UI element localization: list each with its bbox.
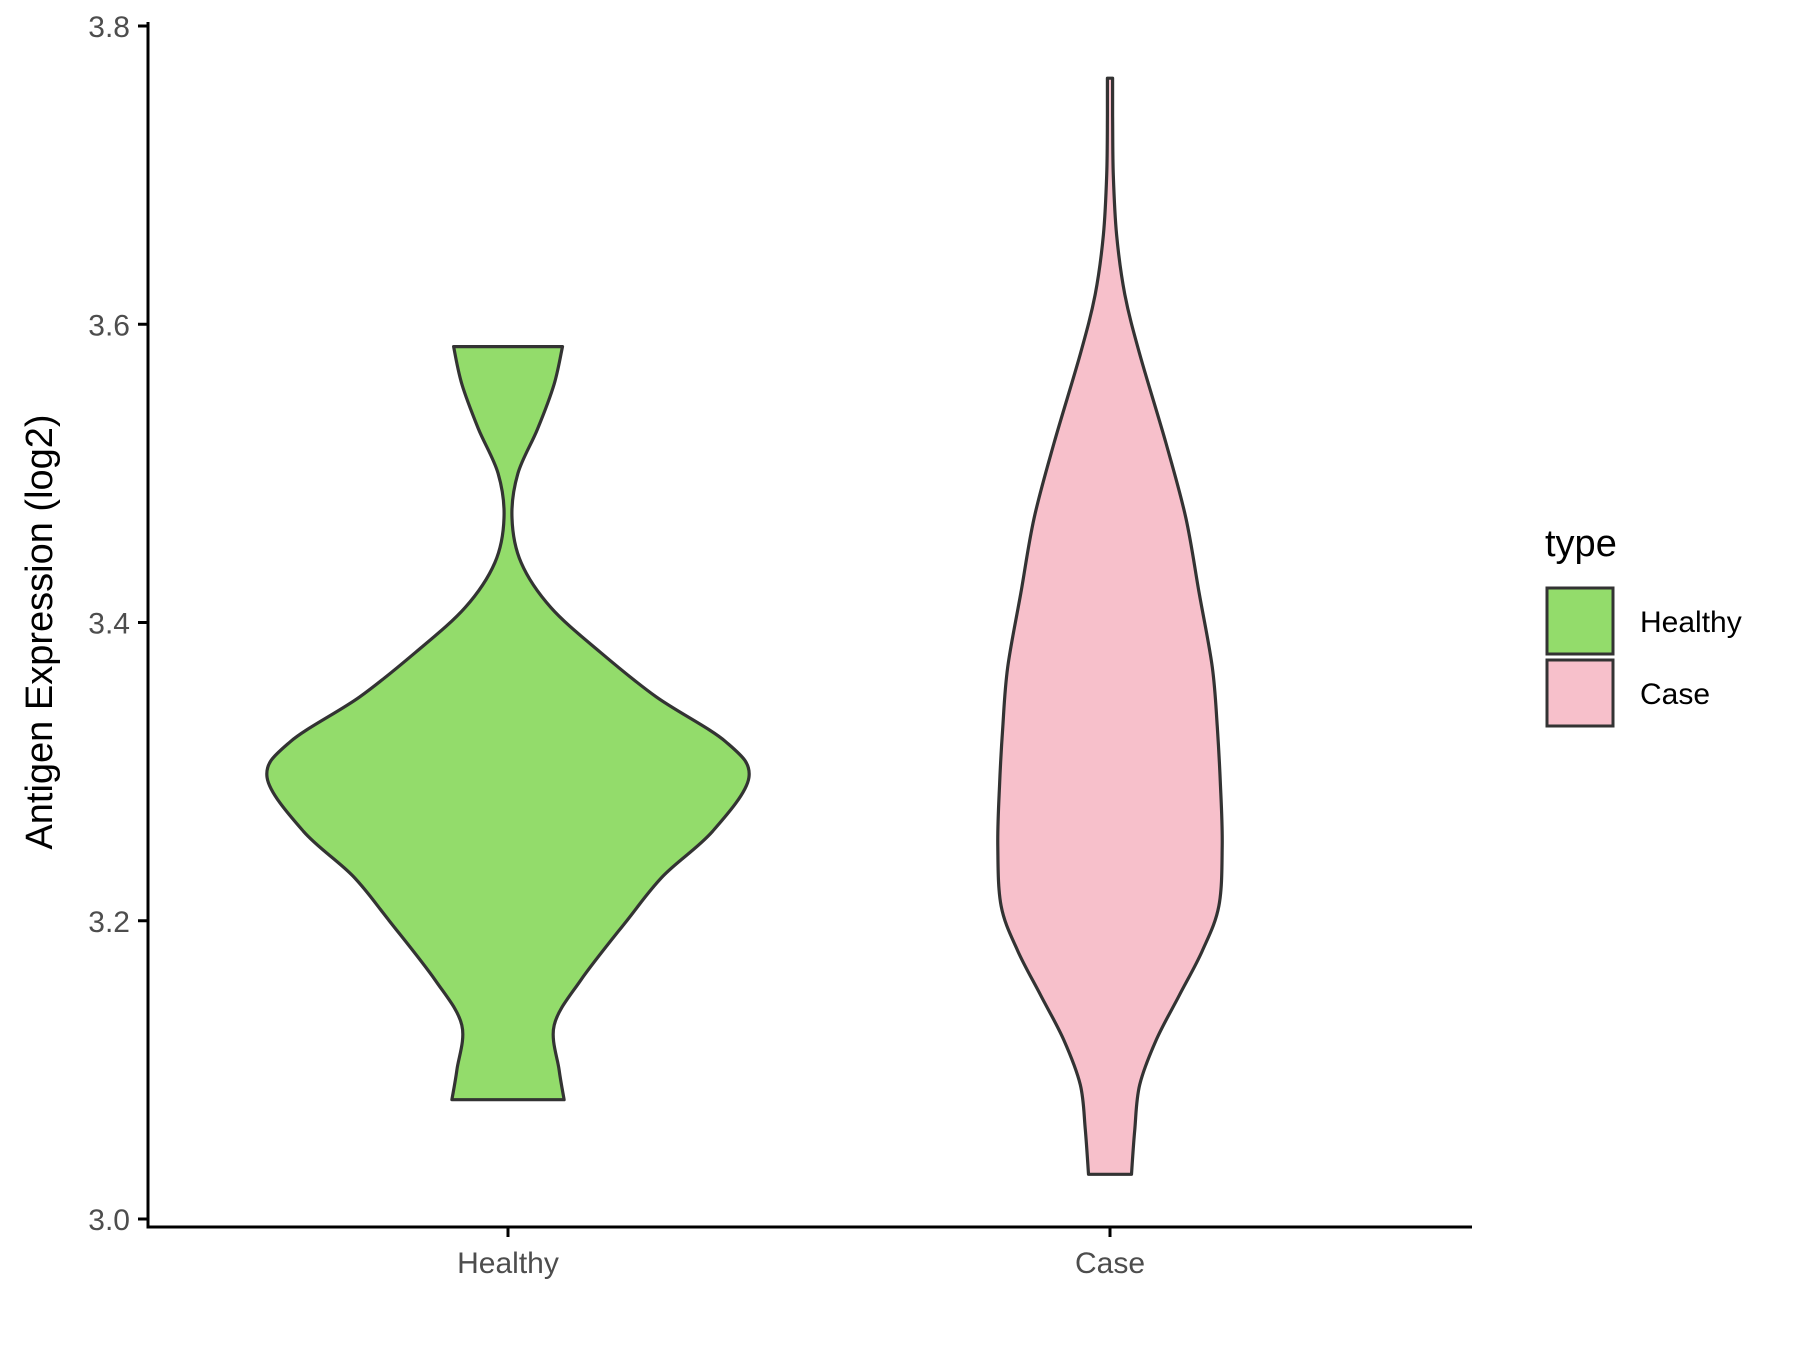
legend-swatch-healthy (1545, 586, 1615, 656)
y-tick-label: 3.8 (88, 11, 130, 44)
violin-case (996, 76, 1224, 1176)
legend-label-case: Case (1640, 678, 1710, 711)
legend-title: type (1545, 523, 1617, 565)
x-tick-label: Case (1075, 1247, 1145, 1280)
y-axis-ticks: 3.0 3.2 3.4 3.6 3.8 (88, 11, 148, 1237)
legend-entries: Healthy Case (1545, 586, 1742, 728)
violin-healthy (265, 345, 751, 1102)
y-tick-label: 3.0 (88, 1204, 130, 1237)
violin-layer (265, 76, 1224, 1176)
y-tick-label: 3.2 (88, 906, 130, 939)
x-tick-label: Healthy (457, 1247, 559, 1280)
y-axis-title: Antigen Expression (log2) (19, 414, 61, 849)
legend: type Healthy Case (1545, 523, 1742, 728)
legend-swatch-case (1545, 658, 1615, 728)
axes-layer: 3.0 3.2 3.4 3.6 3.8 Healthy Case (88, 11, 1472, 1280)
y-tick-label: 3.4 (88, 608, 130, 641)
legend-label-healthy: Healthy (1640, 606, 1742, 639)
x-axis-ticks: Healthy Case (457, 1227, 1145, 1280)
y-tick-label: 3.6 (88, 309, 130, 342)
